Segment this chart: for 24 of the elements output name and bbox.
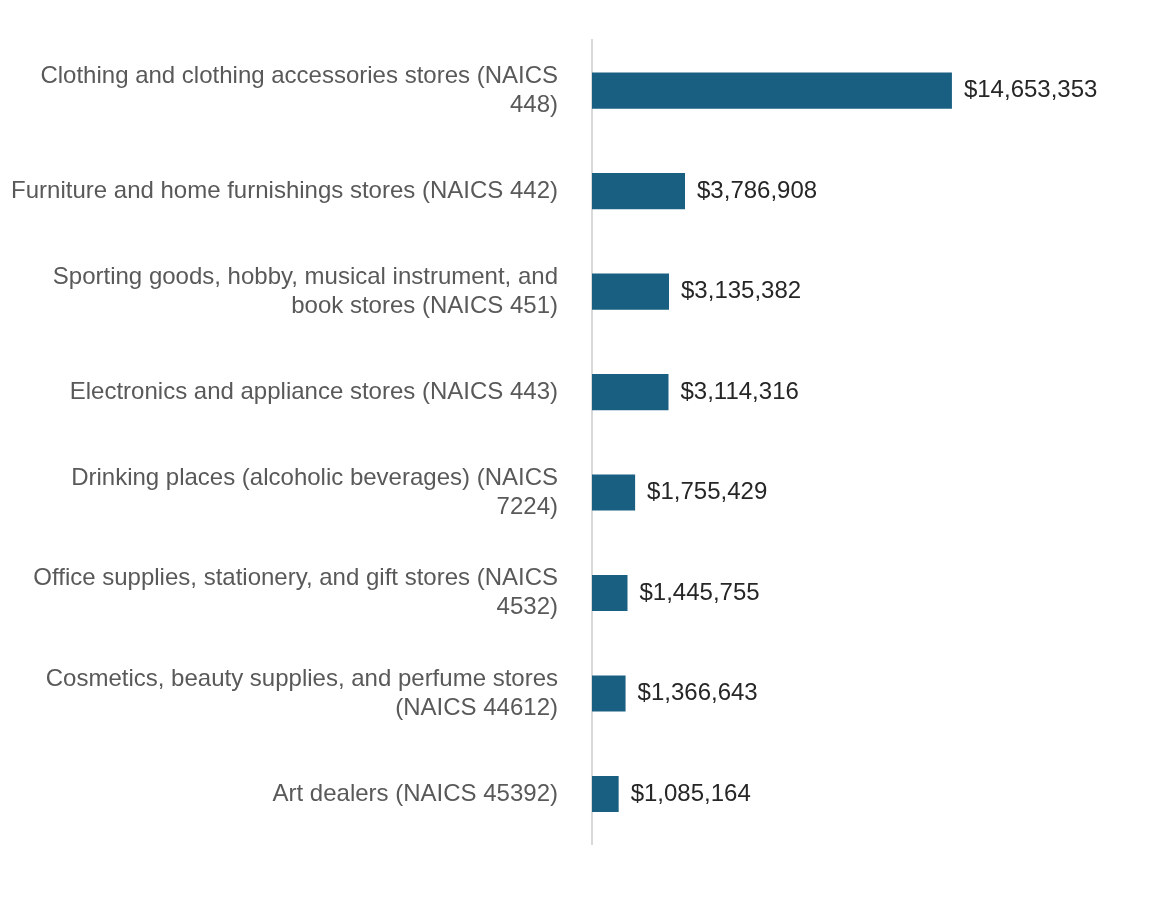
- data-label: $1,366,643: [637, 678, 758, 706]
- y-tick-label: Electronics and appliance stores (NAICS 443): [69, 376, 558, 404]
- bar: [592, 574, 628, 612]
- y-tick-label: Drinking places (alcoholic beverages) (NAICS 7224): [71, 462, 558, 519]
- data-label: $14,653,353: [963, 75, 1098, 103]
- bar: [592, 474, 636, 511]
- bar: [592, 675, 626, 712]
- y-tick-label: Office supplies, stationery, and gift stores (NAICS 4532): [33, 563, 558, 620]
- data-label: $3,114,316: [680, 376, 799, 404]
- bar: [592, 72, 952, 109]
- bar: [592, 173, 686, 210]
- bar: [592, 373, 669, 411]
- data-label: $1,445,755: [639, 577, 760, 605]
- bar: [592, 775, 619, 813]
- data-label: $1,085,164: [630, 778, 751, 806]
- data-label: $3,135,382: [681, 276, 802, 304]
- y-tick-label: Furniture and home furnishings stores (NAICS 442): [11, 175, 558, 203]
- data-label: $1,755,429: [647, 477, 768, 505]
- data-label: $3,786,908: [697, 175, 818, 203]
- y-tick-label: Art dealers (NAICS 45392): [272, 778, 558, 806]
- y-tick-label: Sporting goods, hobby, musical instrument, and book stores (NAICS 451): [52, 261, 558, 318]
- bar: [592, 273, 670, 310]
- y-tick-label: Cosmetics, beauty supplies, and perfume stores (NAICS 44612): [45, 663, 558, 720]
- y-tick-label: Clothing and clothing accessories stores (NAICS 448): [40, 60, 558, 117]
